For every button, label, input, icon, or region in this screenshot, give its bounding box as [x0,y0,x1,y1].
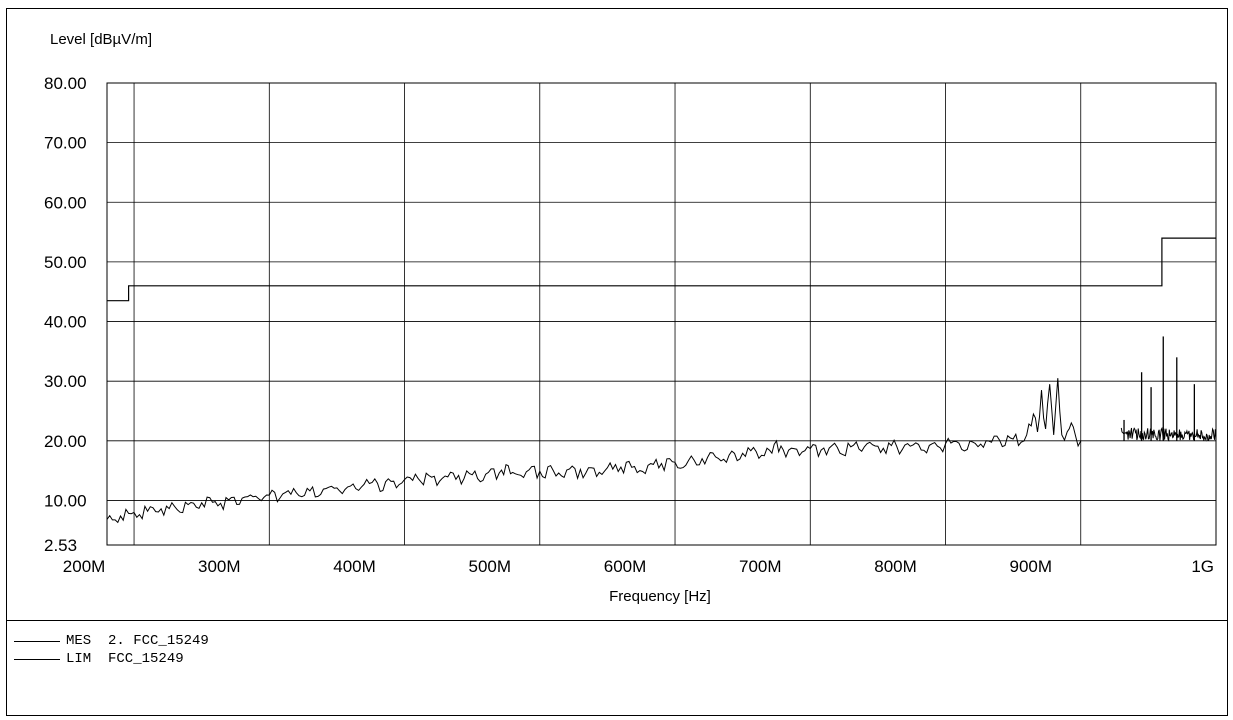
y-tick-label: 70.00 [44,134,87,153]
legend-line-mes [14,640,60,642]
x-tick-label: 900M [1009,557,1052,576]
y-tick-label: 60.00 [44,193,87,212]
x-tick-label: 400M [333,557,376,576]
legend-item-mes: MES 2. FCC_15249 [14,632,209,650]
legend: MES 2. FCC_15249 LIM FCC_15249 [14,632,209,668]
legend-divider [6,620,1228,621]
legend-label-lim: LIM FCC_15249 [66,651,184,667]
legend-label-mes: MES 2. FCC_15249 [66,633,209,649]
emission-chart: Level [dBµV/m] Frequency [Hz] 80.00 70.00… [44,31,1217,605]
y-axis-label: Level [dBµV/m] [50,31,152,48]
x-tick-label: 800M [874,557,917,576]
series-lim-line [107,237,1216,302]
x-tick-label: 1G [1191,557,1214,576]
y-tick-label: 20.00 [44,432,87,451]
x-tick-label: 700M [739,557,782,576]
y-tick-label: 2.53 [44,536,77,555]
y-tick-label: 30.00 [44,372,87,391]
y-tick-label: 10.00 [44,491,87,510]
legend-line-lim [14,658,60,660]
x-tick-label: 200M [63,557,106,576]
x-tick-label: 600M [604,557,647,576]
y-tick-label: 80.00 [44,74,87,93]
plot-area: 80.00 70.00 60.00 50.00 40.00 30.00 20.00 10.00… [44,74,1217,576]
x-tick-label: 300M [198,557,241,576]
x-tick-label: 500M [469,557,512,576]
chart-frame [6,8,1228,716]
series-mes-line [106,378,1082,524]
x-axis-label: Frequency [Hz] [609,588,711,605]
y-tick-label: 40.00 [44,313,87,332]
series-mes-band [1120,426,1217,442]
plot-border [106,82,1217,546]
y-tick-label: 50.00 [44,253,87,272]
legend-item-lim: LIM FCC_15249 [14,650,209,668]
